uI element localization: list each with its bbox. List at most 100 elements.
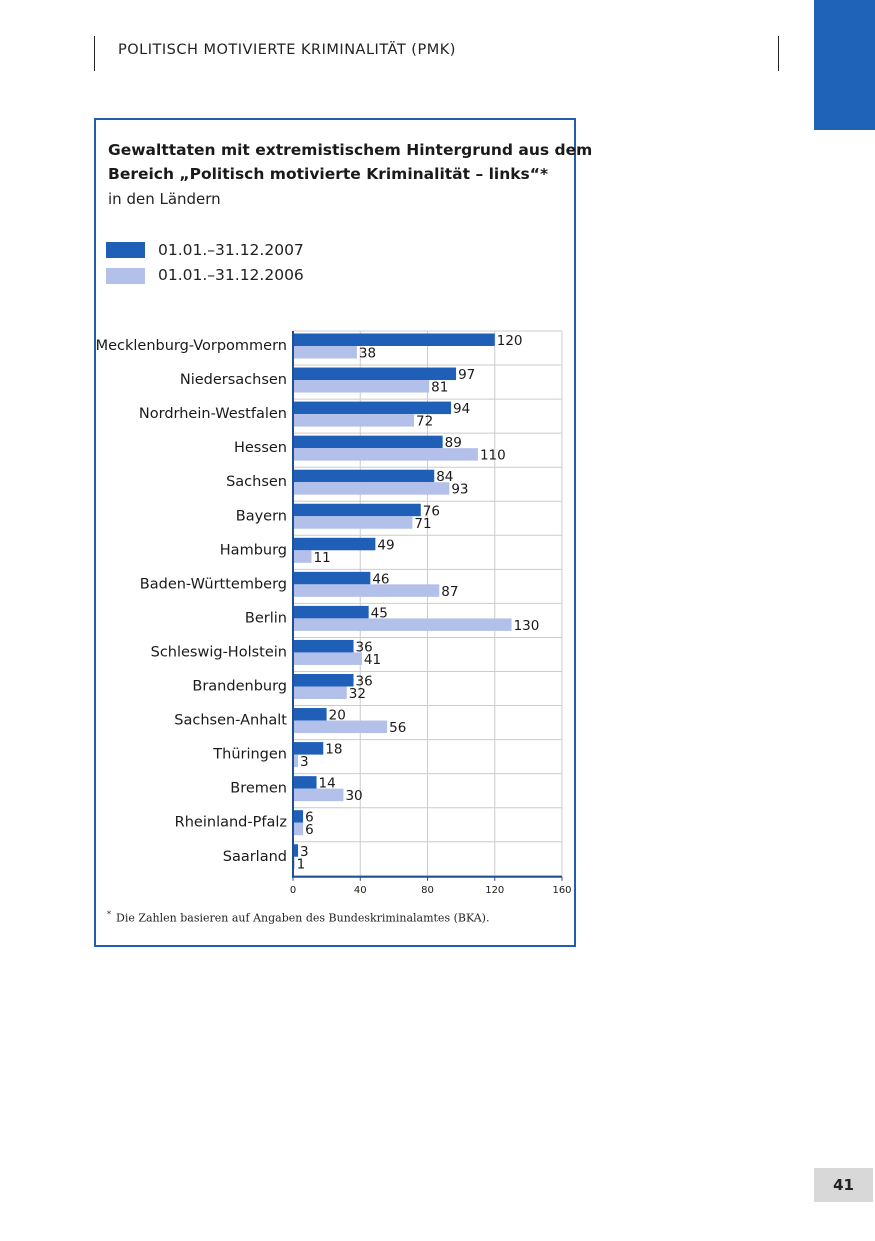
chapter-tab bbox=[814, 0, 875, 130]
bar-2007 bbox=[293, 844, 299, 857]
bar-2007 bbox=[293, 605, 369, 619]
value-label-2007: 94 bbox=[453, 401, 470, 417]
value-label-2007: 3 bbox=[300, 844, 309, 860]
value-label-2007: 89 bbox=[445, 435, 462, 451]
value-label-2006: 30 bbox=[345, 788, 362, 804]
value-label-2007: 6 bbox=[305, 810, 314, 826]
bar-2006 bbox=[293, 618, 512, 631]
category-label: Mecklenburg-Vorpommern bbox=[96, 338, 287, 354]
category-label: Saarland bbox=[223, 849, 287, 865]
bar-2007 bbox=[293, 776, 317, 789]
bar-2007 bbox=[293, 674, 354, 687]
value-label-2006: 93 bbox=[451, 482, 468, 498]
header-divider-right bbox=[778, 36, 779, 71]
category-label: Sachsen-Anhalt bbox=[174, 713, 287, 729]
category-label: Sachsen bbox=[226, 474, 287, 490]
category-label: Bremen bbox=[230, 781, 287, 797]
bar-2006 bbox=[293, 754, 299, 768]
x-tick-label: 0 bbox=[290, 885, 296, 896]
value-label-2006: 71 bbox=[414, 516, 431, 532]
value-label-2007: 18 bbox=[325, 742, 342, 758]
bar-2006 bbox=[293, 788, 344, 802]
bar-2007 bbox=[293, 401, 452, 415]
category-label: Hamburg bbox=[220, 542, 287, 558]
bar-2007 bbox=[293, 537, 376, 551]
category-label: Brandenburg bbox=[192, 679, 287, 695]
chart-subtitle: in den Ländern bbox=[108, 190, 221, 208]
value-label-2006: 6 bbox=[305, 822, 314, 838]
legend-label-2007: 01.01.–31.12.2007 bbox=[158, 241, 304, 259]
value-label-2007: 20 bbox=[329, 708, 346, 724]
value-label-2007: 45 bbox=[371, 605, 388, 621]
header-divider-left bbox=[94, 36, 95, 71]
value-label-2006: 38 bbox=[359, 346, 376, 362]
chart-title-line-1: Gewalttaten mit extremistischem Hintergr… bbox=[108, 141, 593, 159]
x-tick-label: 80 bbox=[421, 885, 434, 896]
chart-frame bbox=[94, 118, 576, 947]
bar-2007 bbox=[293, 571, 371, 585]
chart-title-line-2: Bereich „Politisch motivierte Kriminalit… bbox=[108, 165, 549, 183]
value-label-2007: 49 bbox=[377, 537, 394, 553]
value-label-2006: 41 bbox=[364, 652, 381, 668]
bar-2007 bbox=[293, 708, 327, 721]
value-label-2006: 81 bbox=[431, 380, 448, 396]
bar-2007 bbox=[293, 810, 304, 823]
x-tick-label: 120 bbox=[485, 885, 504, 896]
value-label-2006: 32 bbox=[349, 686, 366, 702]
bar-2006 bbox=[293, 584, 440, 597]
bar-2006 bbox=[293, 380, 430, 393]
bar-2007 bbox=[293, 367, 457, 381]
category-label: Schleswig-Holstein bbox=[151, 644, 287, 660]
value-label-2007: 76 bbox=[423, 503, 440, 519]
footnote-text: Die Zahlen basieren auf Angaben des Bund… bbox=[116, 911, 490, 925]
value-label-2007: 14 bbox=[319, 776, 336, 792]
bar-2006 bbox=[293, 448, 478, 461]
bar-2007 bbox=[293, 639, 354, 653]
bar-2007 bbox=[293, 742, 324, 755]
value-label-2006: 1 bbox=[297, 856, 306, 872]
bar-2006 bbox=[293, 686, 347, 699]
value-label-2006: 130 bbox=[514, 618, 540, 634]
value-label-2006: 56 bbox=[389, 720, 406, 736]
legend-swatch-2007 bbox=[106, 242, 145, 258]
value-label-2006: 87 bbox=[441, 584, 458, 600]
value-label-2006: 3 bbox=[300, 754, 309, 770]
bar-2006 bbox=[293, 516, 413, 529]
footnote: * Die Zahlen basieren auf Angaben des Bun… bbox=[107, 910, 489, 925]
bar-2007 bbox=[293, 469, 435, 483]
page-number: 41 bbox=[814, 1168, 873, 1202]
bar-2006 bbox=[293, 720, 388, 734]
category-label: Thüringen bbox=[212, 747, 287, 763]
x-tick-label: 160 bbox=[552, 885, 571, 896]
legend-swatch-2006 bbox=[106, 268, 145, 284]
x-tick-label: 40 bbox=[354, 885, 367, 896]
category-label: Berlin bbox=[245, 610, 287, 626]
value-label-2007: 84 bbox=[436, 469, 453, 485]
bar-2006 bbox=[293, 482, 450, 495]
bar-2006 bbox=[293, 652, 362, 665]
legend-label-2006: 01.01.–31.12.2006 bbox=[158, 266, 304, 284]
value-label-2007: 97 bbox=[458, 367, 475, 383]
value-label-2006: 11 bbox=[313, 550, 330, 566]
category-label: Niedersachsen bbox=[180, 372, 287, 388]
bar-2006 bbox=[293, 414, 415, 427]
running-header: POLITISCH MOTIVIERTE KRIMINALITÄT (PMK) bbox=[118, 42, 456, 58]
bar-2007 bbox=[293, 435, 443, 449]
category-label: Nordrhein-Westfalen bbox=[139, 406, 287, 422]
category-label: Baden-Württemberg bbox=[140, 576, 287, 592]
bar-2006 bbox=[293, 822, 304, 836]
value-label-2006: 72 bbox=[416, 414, 433, 430]
category-label: Hessen bbox=[234, 440, 287, 456]
bar-2007 bbox=[293, 503, 421, 517]
value-label-2006: 110 bbox=[480, 448, 506, 464]
value-label-2007: 46 bbox=[372, 571, 389, 587]
bar-2006 bbox=[293, 550, 312, 563]
category-label: Rheinland-Pfalz bbox=[175, 815, 287, 831]
value-label-2007: 36 bbox=[356, 639, 373, 655]
category-label: Bayern bbox=[236, 508, 287, 524]
bar-2007 bbox=[293, 333, 495, 346]
value-label-2007: 36 bbox=[356, 674, 373, 690]
footnote-marker: * bbox=[107, 910, 111, 919]
value-label-2007: 120 bbox=[497, 333, 523, 349]
